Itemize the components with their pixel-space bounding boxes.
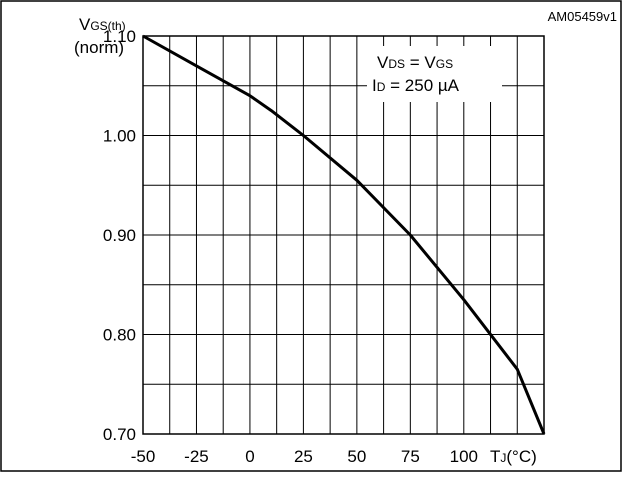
- series-line: [142, 34, 546, 435]
- x-axis-label: TJ(°C): [490, 447, 537, 466]
- annotation-line-2: ID = 250 µA: [372, 76, 460, 95]
- x-tick-label: 25: [294, 447, 313, 466]
- y-tick-label: 0.80: [103, 326, 136, 345]
- y-tick-label: 1.10: [103, 27, 136, 46]
- figure-id: AM05459v1: [548, 9, 617, 24]
- annotation-line-1: VDS = VGS: [377, 53, 453, 72]
- x-tick-label: 75: [401, 447, 420, 466]
- x-tick-labels: -50 -25 0 25 50 75 100: [131, 447, 478, 466]
- x-tick-label: 100: [450, 447, 478, 466]
- annotation-box: [367, 46, 502, 102]
- y-tick-label: 1.00: [103, 127, 136, 146]
- y-tick-label: 0.70: [103, 425, 136, 444]
- x-tick-label: 0: [245, 447, 254, 466]
- x-tick-label: -25: [184, 447, 209, 466]
- y-tick-labels: 0.70 0.80 0.90 1.00 1.10: [103, 27, 136, 444]
- x-tick-label: -50: [131, 447, 156, 466]
- y-axis-label-norm: (norm): [74, 38, 124, 57]
- x-tick-label: 50: [347, 447, 366, 466]
- plot-border: [142, 35, 545, 435]
- y-axis-label: VGS(th): [79, 15, 126, 34]
- y-tick-label: 0.90: [103, 226, 136, 245]
